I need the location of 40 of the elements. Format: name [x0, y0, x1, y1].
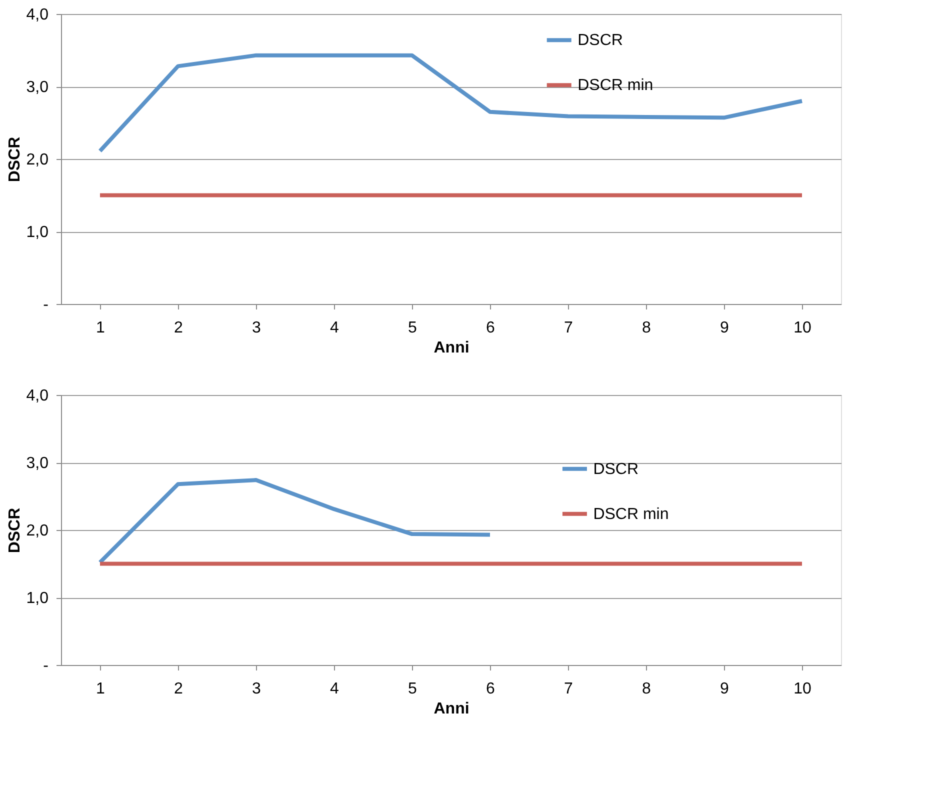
- legend-label: DSCR min: [593, 506, 669, 523]
- y-tick-label: 2,0: [26, 522, 49, 540]
- x-axis-title: Anni: [434, 700, 470, 718]
- y-tick-label: -: [43, 658, 48, 674]
- x-tick-label: 5: [408, 320, 418, 336]
- x-tick-label: 9: [720, 320, 730, 336]
- x-tick-label: 10: [794, 320, 812, 336]
- x-tick-label: 1: [96, 680, 106, 698]
- y-tick-label: 3,0: [26, 455, 49, 472]
- x-tick-label: 4: [330, 680, 340, 698]
- x-tick-label: 3: [252, 680, 262, 698]
- legend-label: DSCR: [578, 32, 623, 50]
- x-tick-label: 6: [486, 320, 496, 336]
- x-tick-label: 9: [720, 680, 730, 698]
- x-tick-label: 4: [330, 320, 340, 336]
- y-tick-label: 1,0: [26, 224, 49, 241]
- x-tick-label: 10: [794, 680, 812, 698]
- x-tick-label: 2: [174, 320, 184, 336]
- x-tick-label: 5: [408, 680, 418, 698]
- y-tick-label: 4,0: [26, 388, 49, 404]
- y-tick-label: -: [43, 296, 48, 314]
- y-axis-title: DSCR: [6, 507, 24, 554]
- legend-label: DSCR: [593, 460, 639, 478]
- y-tick-label: 1,0: [26, 590, 49, 607]
- x-tick-label: 3: [252, 320, 262, 336]
- legend-label: DSCR min: [578, 77, 654, 94]
- line-series: [98, 53, 804, 154]
- y-tick-label: 3,0: [26, 79, 49, 96]
- x-tick-label: 2: [174, 680, 184, 698]
- x-tick-label: 7: [564, 680, 574, 698]
- x-tick-label: 7: [564, 320, 574, 336]
- y-tick-label: 4,0: [26, 6, 49, 24]
- line-series: [98, 478, 492, 564]
- x-axis-title: Anni: [434, 340, 470, 356]
- x-tick-label: 8: [642, 320, 652, 336]
- y-axis-title: DSCR: [6, 136, 24, 182]
- y-tick-label: 2,0: [26, 152, 49, 168]
- x-tick-label: 6: [486, 680, 496, 698]
- x-tick-label: 8: [642, 680, 652, 698]
- x-tick-label: 1: [96, 320, 106, 336]
